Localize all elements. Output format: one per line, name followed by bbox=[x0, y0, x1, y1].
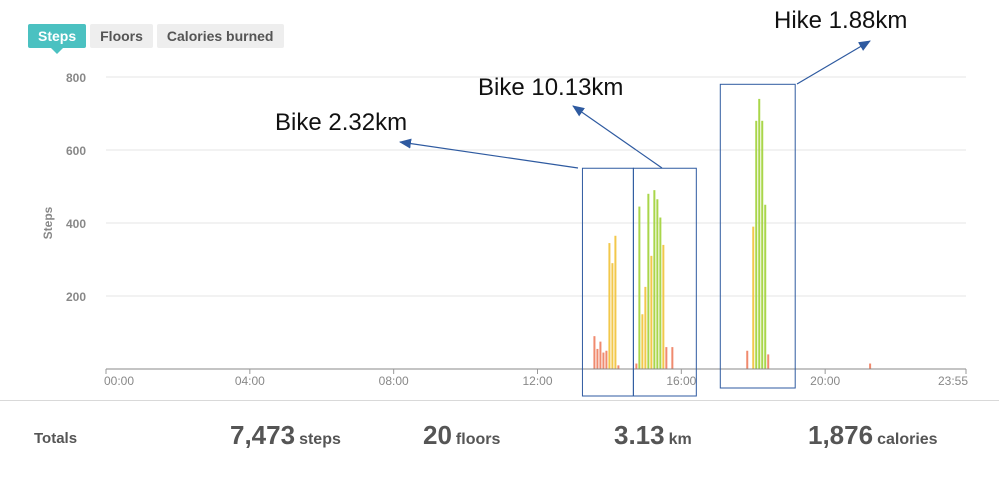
annotation-box bbox=[581, 167, 634, 397]
bar bbox=[869, 363, 872, 369]
bar bbox=[752, 226, 755, 369]
bar bbox=[644, 286, 647, 369]
chart-grid bbox=[106, 76, 966, 297]
total-floors-unit: floors bbox=[455, 431, 501, 448]
x-tick-label: 08:00 bbox=[379, 374, 409, 388]
x-axis: 00:00 04:00 08:00 12:00 16:00 20:00 23:55 bbox=[104, 368, 968, 388]
x-tick-label: 12:00 bbox=[522, 374, 552, 388]
y-tick-label: 600 bbox=[66, 144, 86, 158]
bar bbox=[761, 120, 764, 369]
total-steps-unit: steps bbox=[299, 431, 341, 448]
totals-label: Totals bbox=[34, 430, 78, 447]
bar bbox=[611, 263, 614, 369]
bar bbox=[767, 354, 770, 369]
bar bbox=[665, 347, 668, 369]
bar bbox=[602, 352, 605, 369]
bar bbox=[641, 314, 644, 369]
y-axis-label: Steps bbox=[41, 206, 55, 239]
total-distance: 3.13 km bbox=[614, 420, 692, 451]
bar bbox=[746, 350, 749, 369]
chart-bars bbox=[593, 98, 872, 370]
annotation-arrow bbox=[796, 40, 871, 85]
total-distance-value: 3.13 bbox=[614, 420, 665, 450]
annotation-box bbox=[632, 167, 697, 397]
steps-chart: 200 400 600 800 Steps 00:00 04:00 08:00 12:00 16… bbox=[41, 7, 968, 397]
bar bbox=[647, 193, 650, 369]
y-tick-label: 200 bbox=[66, 290, 86, 304]
bar bbox=[653, 190, 656, 369]
bar bbox=[596, 348, 599, 369]
tab-floors[interactable]: Floors bbox=[90, 24, 153, 48]
x-tick-label: 23:55 bbox=[938, 374, 968, 388]
bar bbox=[764, 204, 767, 369]
totals-panel: Totals 7,473 steps 20 floors 3.13 km 1,876 c… bbox=[0, 412, 999, 462]
bar bbox=[659, 217, 662, 369]
total-steps-value: 7,473 bbox=[230, 420, 296, 450]
bar bbox=[593, 336, 596, 369]
bar bbox=[758, 98, 761, 370]
bar bbox=[635, 363, 638, 369]
total-steps: 7,473 steps bbox=[230, 420, 341, 451]
bar bbox=[608, 243, 611, 369]
total-calories-value: 1,876 bbox=[808, 420, 874, 450]
x-tick-label: 16:00 bbox=[666, 374, 696, 388]
annotation-arrow bbox=[572, 105, 663, 169]
bar bbox=[662, 244, 665, 369]
annotation-label: Bike 2.32km bbox=[275, 109, 407, 136]
bar bbox=[599, 341, 602, 369]
tab-bar: Steps Floors Calories burned bbox=[28, 24, 284, 54]
bar bbox=[656, 199, 659, 369]
annotation-label: Bike 10.13km bbox=[478, 74, 623, 101]
total-floors-value: 20 bbox=[423, 420, 452, 450]
x-tick-label: 20:00 bbox=[810, 374, 840, 388]
total-distance-unit: km bbox=[668, 431, 692, 448]
bar bbox=[617, 365, 620, 369]
bar bbox=[671, 347, 674, 369]
bar bbox=[614, 235, 617, 369]
x-tick-label: 04:00 bbox=[235, 374, 265, 388]
annotation-arrow bbox=[399, 138, 579, 169]
tab-steps[interactable]: Steps bbox=[28, 24, 87, 54]
total-floors: 20 floors bbox=[423, 420, 500, 451]
y-tick-label: 800 bbox=[66, 71, 86, 85]
bar bbox=[755, 120, 758, 369]
bar bbox=[605, 350, 608, 369]
y-axis: 200 400 600 800 Steps bbox=[41, 71, 86, 304]
bar bbox=[638, 206, 641, 369]
x-tick-label: 00:00 bbox=[104, 374, 134, 388]
totals-divider bbox=[0, 400, 999, 401]
annotation-box bbox=[719, 83, 796, 389]
tab-calories-burned[interactable]: Calories burned bbox=[156, 24, 284, 48]
bar bbox=[650, 255, 653, 369]
total-calories: 1,876 calories bbox=[808, 420, 938, 451]
chart-annotations: Bike 2.32km Bike 10.13km Hike 1.88km bbox=[275, 7, 907, 397]
total-calories-unit: calories bbox=[877, 431, 938, 448]
annotation-label: Hike 1.88km bbox=[774, 7, 907, 34]
y-tick-label: 400 bbox=[66, 217, 86, 231]
